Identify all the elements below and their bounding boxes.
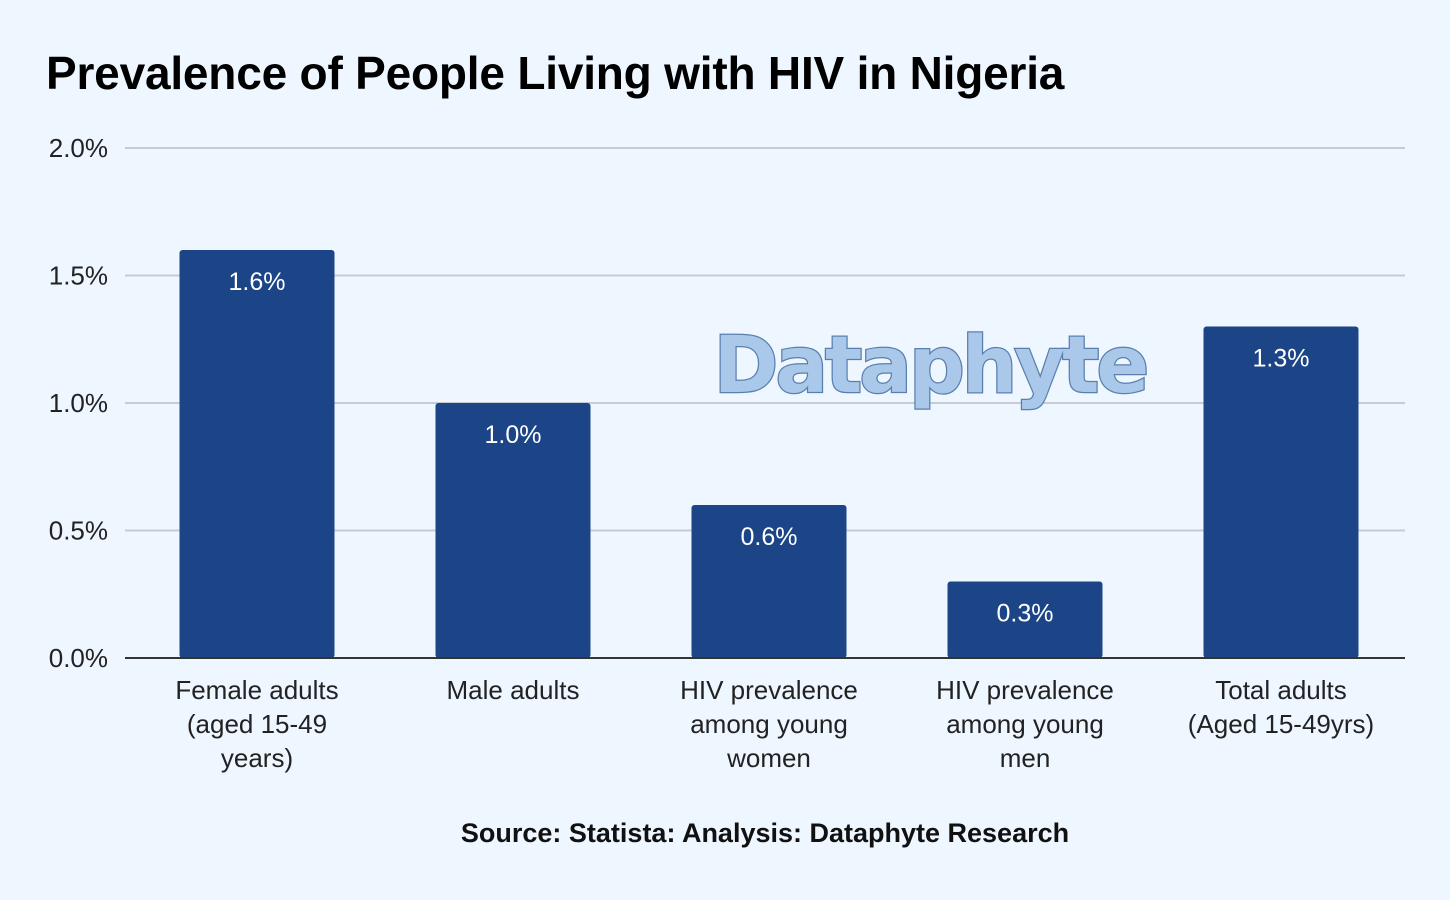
data-label: 1.3% bbox=[1253, 345, 1310, 373]
bar bbox=[691, 505, 847, 658]
x-category-label: HIV prevalence among young men bbox=[936, 675, 1114, 773]
bars bbox=[179, 250, 1359, 658]
y-tick-label: 1.0% bbox=[49, 388, 108, 418]
y-tick-label: 2.0% bbox=[49, 133, 108, 163]
x-axis-category-labels: Female adults (aged 15-49 years) Male adult… bbox=[175, 675, 1374, 773]
chart-title: Prevalence of People Living with HIV in … bbox=[46, 47, 1065, 99]
x-category-label: Female adults (aged 15-49 years) bbox=[175, 675, 338, 773]
x-category-label: Total adults (Aged 15-49yrs) bbox=[1188, 675, 1374, 739]
data-label: 1.0% bbox=[485, 421, 542, 449]
bar bbox=[179, 250, 335, 658]
y-tick-label: 0.0% bbox=[49, 643, 108, 673]
y-tick-label: 0.5% bbox=[49, 516, 108, 546]
source-note: Source: Statista: Analysis: Dataphyte Re… bbox=[460, 818, 1070, 848]
bar bbox=[1203, 326, 1359, 658]
data-label: 1.6% bbox=[229, 268, 286, 296]
data-labels: 1.6% 1.0% 0.6% 0.3% 1.3% bbox=[229, 268, 1310, 628]
watermark-text: Dataphyte bbox=[714, 321, 1147, 411]
y-axis-tick-labels: 0.0% 0.5% 1.0% 1.5% 2.0% bbox=[49, 133, 108, 673]
bar bbox=[435, 403, 591, 658]
data-label: 0.3% bbox=[997, 600, 1054, 628]
data-label: 0.6% bbox=[741, 523, 798, 551]
x-category-label: HIV prevalence among young women bbox=[680, 675, 858, 773]
gridlines bbox=[125, 147, 1405, 532]
bar bbox=[947, 581, 1103, 658]
watermark: Dataphyte bbox=[712, 320, 1150, 413]
x-category-label: Male adults bbox=[447, 675, 580, 705]
y-tick-label: 1.5% bbox=[49, 261, 108, 291]
